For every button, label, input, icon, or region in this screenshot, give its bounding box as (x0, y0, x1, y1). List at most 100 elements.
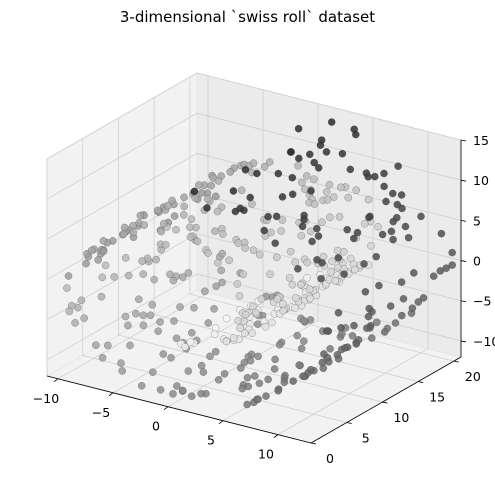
data-point (294, 332, 301, 339)
data-point (187, 338, 194, 345)
data-point (215, 177, 222, 184)
data-point (204, 195, 211, 202)
z-tick (461, 341, 466, 342)
data-point (226, 257, 233, 264)
data-point (275, 387, 282, 394)
data-point (201, 288, 208, 295)
data-point (375, 282, 382, 289)
data-point (306, 151, 313, 158)
data-point (230, 187, 237, 194)
data-point (188, 216, 195, 223)
data-point (265, 376, 272, 383)
data-point (307, 366, 314, 373)
x-tick (219, 421, 223, 424)
data-point (208, 182, 215, 189)
data-point (379, 231, 386, 238)
data-point (303, 172, 310, 179)
data-point (350, 235, 357, 242)
data-point (405, 234, 412, 241)
data-point (339, 150, 346, 157)
data-point (135, 296, 142, 303)
z-tick (461, 220, 466, 221)
data-point (328, 119, 335, 126)
data-point (449, 249, 456, 256)
data-point (247, 194, 254, 201)
data-point (323, 148, 330, 155)
data-point (242, 311, 249, 318)
data-point (104, 342, 111, 349)
data-point (311, 201, 318, 208)
data-point (139, 257, 146, 264)
data-point (290, 378, 297, 385)
data-point (295, 155, 302, 162)
data-point (323, 188, 330, 195)
data-point (291, 304, 298, 311)
data-point (215, 376, 222, 383)
data-point (292, 294, 299, 301)
z-tick (461, 180, 466, 181)
data-point (237, 365, 244, 372)
data-point (365, 214, 372, 221)
data-point (398, 279, 405, 286)
data-point (334, 351, 341, 358)
data-point (409, 305, 416, 312)
data-point (100, 248, 107, 255)
x-tick (164, 407, 168, 410)
data-point (167, 354, 174, 361)
data-point (395, 163, 402, 170)
data-point (335, 254, 342, 261)
data-point (181, 203, 188, 210)
data-point (365, 173, 372, 180)
data-point (300, 317, 307, 324)
data-point (238, 187, 245, 194)
data-point (211, 331, 218, 338)
data-point (200, 369, 207, 376)
data-point (234, 280, 241, 287)
data-point (309, 238, 316, 245)
data-point (235, 240, 242, 247)
data-point (374, 223, 381, 230)
data-point (287, 148, 294, 155)
z-tick (461, 140, 466, 141)
data-point (205, 319, 212, 326)
data-point (328, 268, 335, 275)
y-tick (454, 361, 459, 362)
data-point (221, 370, 228, 377)
data-point (318, 275, 325, 282)
y-tick (311, 443, 316, 444)
x-tick (54, 379, 58, 382)
data-point (367, 242, 374, 249)
x-tick-label: 10 (258, 447, 274, 462)
data-point (187, 233, 194, 240)
data-point (380, 170, 387, 177)
data-point (304, 274, 311, 281)
data-point (307, 187, 314, 194)
data-point (160, 351, 167, 358)
data-point (262, 393, 269, 400)
data-point (341, 271, 348, 278)
data-point (130, 229, 137, 236)
data-point (102, 262, 109, 269)
data-point (211, 228, 218, 235)
y-tick (347, 423, 352, 424)
data-point (415, 298, 422, 305)
data-point (140, 271, 147, 278)
data-point (117, 360, 124, 367)
data-point (319, 359, 326, 366)
data-point (249, 303, 256, 310)
data-point (294, 162, 301, 169)
data-point (223, 315, 230, 322)
data-point (300, 338, 307, 345)
data-point (147, 312, 154, 319)
data-point (250, 160, 257, 167)
data-point (244, 374, 251, 381)
data-point (124, 322, 131, 329)
data-point (140, 322, 147, 329)
y-tick-label: 15 (429, 390, 445, 405)
data-point (327, 345, 334, 352)
data-point (251, 372, 258, 379)
data-point (437, 267, 444, 274)
data-point (162, 241, 169, 248)
data-point (185, 368, 192, 375)
